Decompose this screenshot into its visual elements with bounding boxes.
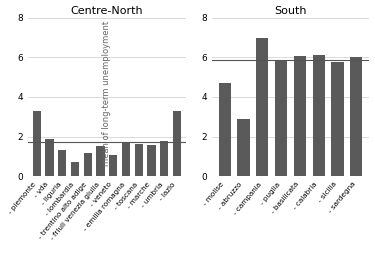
Bar [33,111,41,176]
Bar [313,55,325,176]
Bar [45,139,54,176]
Title: Centre-North: Centre-North [70,5,143,16]
Bar [173,111,181,176]
Bar [256,38,268,176]
Bar [160,141,168,176]
Bar [237,119,250,176]
Bar [135,145,143,176]
Bar [71,162,79,176]
Bar [294,56,306,176]
Bar [109,155,117,176]
Text: mean of long-term unemployment: mean of long-term unemployment [102,20,111,166]
Bar [332,62,344,176]
Bar [275,61,287,176]
Bar [219,83,231,176]
Bar [96,146,105,176]
Bar [58,150,66,176]
Title: South: South [274,5,307,16]
Bar [147,146,156,176]
Bar [122,143,130,176]
Bar [350,57,362,176]
Bar [84,153,92,176]
